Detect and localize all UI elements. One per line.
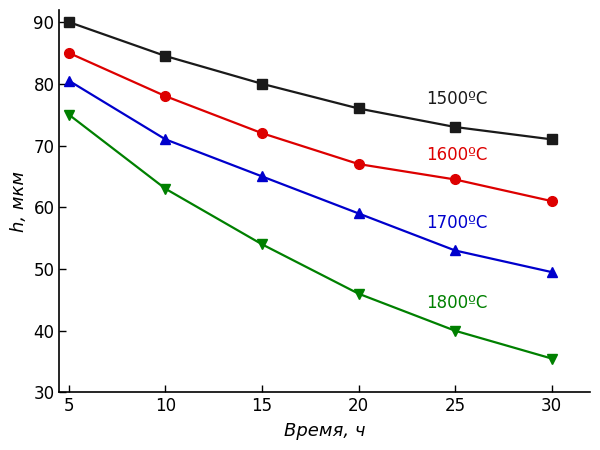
Text: 1800ºC: 1800ºC	[426, 294, 488, 312]
Text: 1700ºC: 1700ºC	[426, 214, 488, 232]
Y-axis label: h, мкм: h, мкм	[10, 171, 28, 232]
X-axis label: Время, ч: Время, ч	[284, 422, 365, 440]
Text: 1600ºC: 1600ºC	[426, 146, 488, 164]
Text: 1500ºC: 1500ºC	[426, 90, 488, 108]
